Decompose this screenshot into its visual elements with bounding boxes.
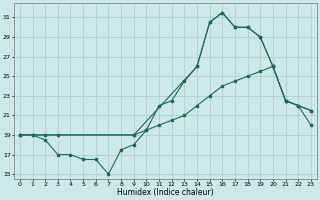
X-axis label: Humidex (Indice chaleur): Humidex (Indice chaleur) — [117, 188, 214, 197]
